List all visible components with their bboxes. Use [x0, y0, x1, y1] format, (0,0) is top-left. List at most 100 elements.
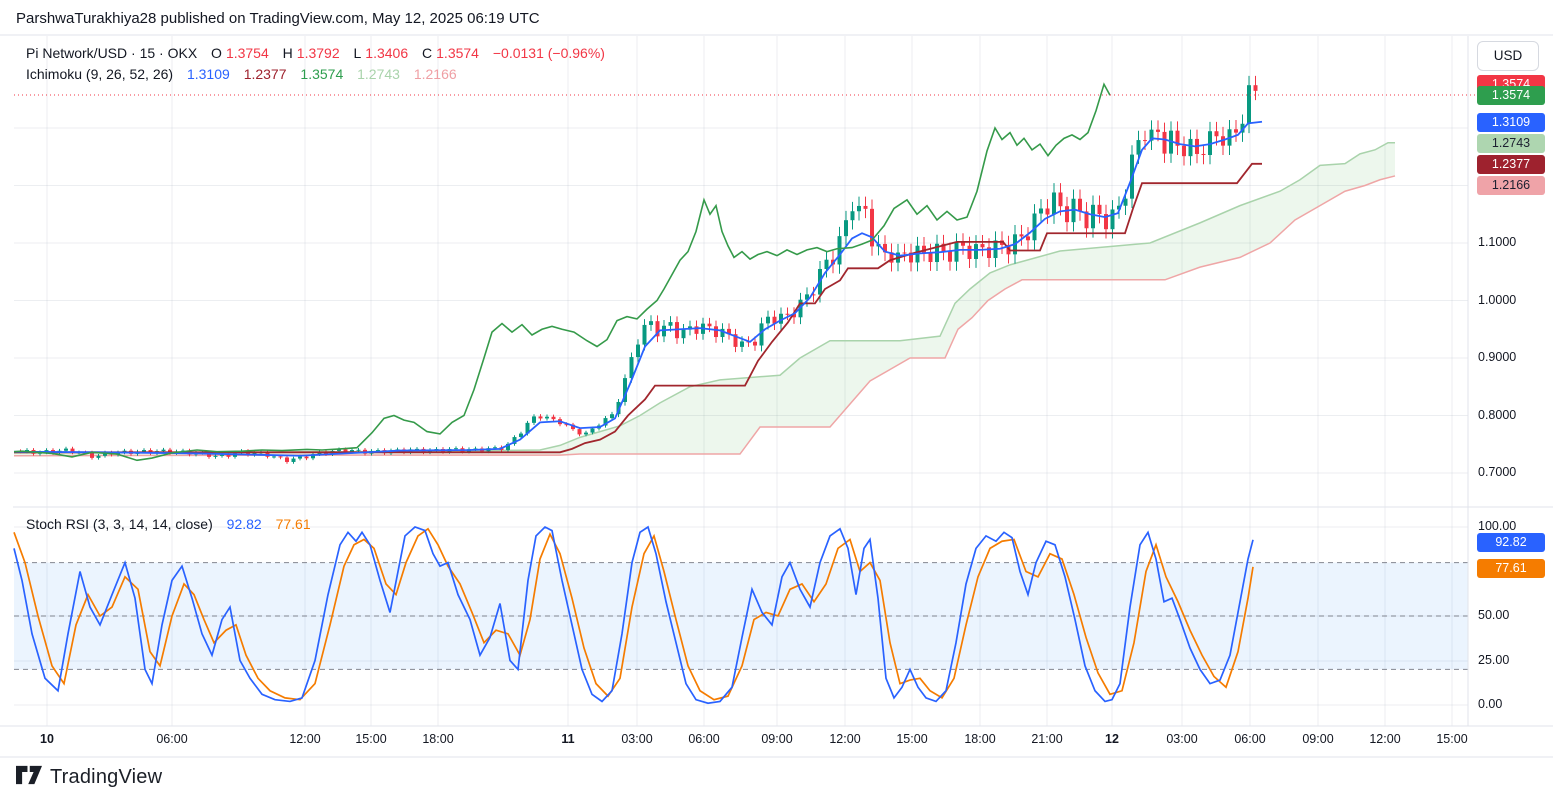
symbol-legend: Pi Network/USD · 15 · OKX O 1.3754 H 1.379… — [26, 45, 609, 61]
base-line — [14, 162, 1262, 454]
ohlc-low-key: L — [353, 45, 362, 61]
time-tick-label: 21:00 — [1031, 732, 1063, 746]
candle-body — [506, 443, 510, 450]
candle-body — [967, 245, 972, 259]
candle-body — [727, 328, 731, 335]
candle-body — [343, 449, 348, 452]
tradingview-attribution[interactable]: TradingView — [16, 764, 162, 791]
conversion-line — [13, 120, 1263, 457]
time-tick-label: 18:00 — [422, 732, 454, 746]
candle-body — [577, 429, 582, 435]
candle-body — [1136, 140, 1141, 155]
candle-body — [1117, 205, 1121, 210]
candle-body — [883, 243, 887, 253]
candle-body — [1247, 85, 1251, 124]
ichimoku-base-value: 1.2377 — [243, 66, 287, 82]
candle-body — [272, 456, 276, 458]
leading-span-b-line — [13, 175, 1396, 457]
candle-body — [649, 321, 653, 325]
candle-body — [629, 357, 634, 379]
candle-body — [70, 448, 75, 453]
candle-body — [759, 323, 764, 346]
time-tick-label: 03:00 — [621, 732, 653, 746]
candle-body — [532, 416, 536, 423]
time-tick-label: 15:00 — [355, 732, 387, 746]
price-tick-label: 1.0000 — [1478, 293, 1517, 307]
price-chart-canvas[interactable] — [0, 0, 1553, 760]
candle-body — [1026, 236, 1030, 241]
candle-body — [1214, 131, 1219, 137]
candle-body — [636, 344, 640, 358]
candle-body — [610, 414, 614, 419]
stoch-tick-label: 25.00 — [1478, 653, 1510, 667]
candle-body — [961, 242, 965, 246]
candle-body — [844, 220, 848, 237]
candle-body — [564, 424, 569, 426]
candle-body — [753, 341, 757, 346]
stoch-band — [14, 562, 1468, 670]
time-tick-label: 12:00 — [1369, 732, 1401, 746]
candle-body — [655, 321, 660, 337]
candle-body — [681, 329, 686, 339]
candle-body — [226, 454, 231, 457]
stoch-tick-label: 100.00 — [1478, 519, 1517, 533]
candle-body — [987, 247, 991, 259]
candle-body — [25, 449, 29, 452]
candle-body — [545, 416, 549, 419]
time-tick-label: 06:00 — [156, 732, 188, 746]
candle-body — [1091, 204, 1095, 229]
ichimoku-lead-b-value: 1.2166 — [413, 66, 457, 82]
candle-body — [623, 378, 627, 402]
stoch-d-value: 77.61 — [275, 516, 311, 532]
candle-body — [519, 433, 523, 438]
candle-body — [928, 252, 933, 263]
candle-body — [837, 236, 842, 265]
candle-body — [792, 313, 796, 318]
price-tick-label: 0.8000 — [1478, 408, 1517, 422]
candle-body — [103, 452, 107, 456]
stoch-k-value: 92.82 — [226, 516, 262, 532]
time-tick-label: 15:00 — [896, 732, 928, 746]
candle-body — [733, 334, 738, 347]
candle-body — [1045, 208, 1050, 215]
currency-toggle-button[interactable]: USD — [1477, 41, 1539, 71]
candle-body — [642, 324, 647, 345]
tradingview-logo-text: TradingView — [50, 766, 163, 788]
ohlc-low-value: 1.3406 — [365, 45, 409, 61]
ichimoku-title: Ichimoku (9, 26, 52, 26) — [26, 66, 174, 82]
candle-body — [1078, 198, 1082, 212]
ohlc-high-key: H — [282, 45, 293, 61]
ohlc-high-value: 1.3792 — [296, 45, 340, 61]
candle-body — [603, 418, 608, 426]
candle-body — [779, 313, 783, 324]
ohlc-close-key: C — [422, 45, 433, 61]
candle-body — [1175, 130, 1180, 146]
candle-body — [922, 245, 926, 253]
ohlc-close-value: 1.3574 — [436, 45, 479, 61]
candle-body — [454, 448, 458, 450]
candle-body — [1208, 131, 1212, 155]
candle-body — [571, 424, 575, 430]
candle-body — [1110, 209, 1115, 230]
candle-body — [512, 437, 517, 444]
candle-body — [889, 252, 894, 263]
time-tick-label: 10 — [40, 732, 54, 746]
candle-body — [980, 244, 985, 248]
candle-body — [1039, 208, 1043, 214]
stoch-tick-label: 50.00 — [1478, 608, 1510, 622]
candle-body — [668, 322, 673, 326]
candle-body — [356, 449, 361, 451]
candle-body — [64, 448, 68, 451]
candle-body — [785, 313, 790, 315]
candle-body — [772, 316, 777, 324]
candle-body — [948, 251, 952, 262]
candle-body — [493, 447, 497, 449]
candle-body — [291, 458, 296, 462]
base-line-label: 1.2377 — [1477, 154, 1545, 174]
candle-body — [805, 294, 809, 300]
candle-body — [1019, 234, 1024, 237]
tradingview-logo-icon — [16, 764, 42, 791]
candle-body — [1201, 153, 1206, 155]
leading-span-a-line — [13, 142, 1395, 454]
candle-body — [278, 456, 283, 458]
